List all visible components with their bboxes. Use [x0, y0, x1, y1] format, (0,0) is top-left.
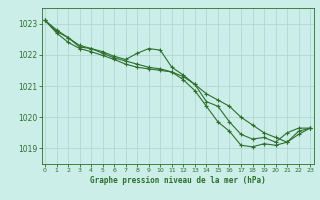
X-axis label: Graphe pression niveau de la mer (hPa): Graphe pression niveau de la mer (hPa) [90, 176, 266, 185]
